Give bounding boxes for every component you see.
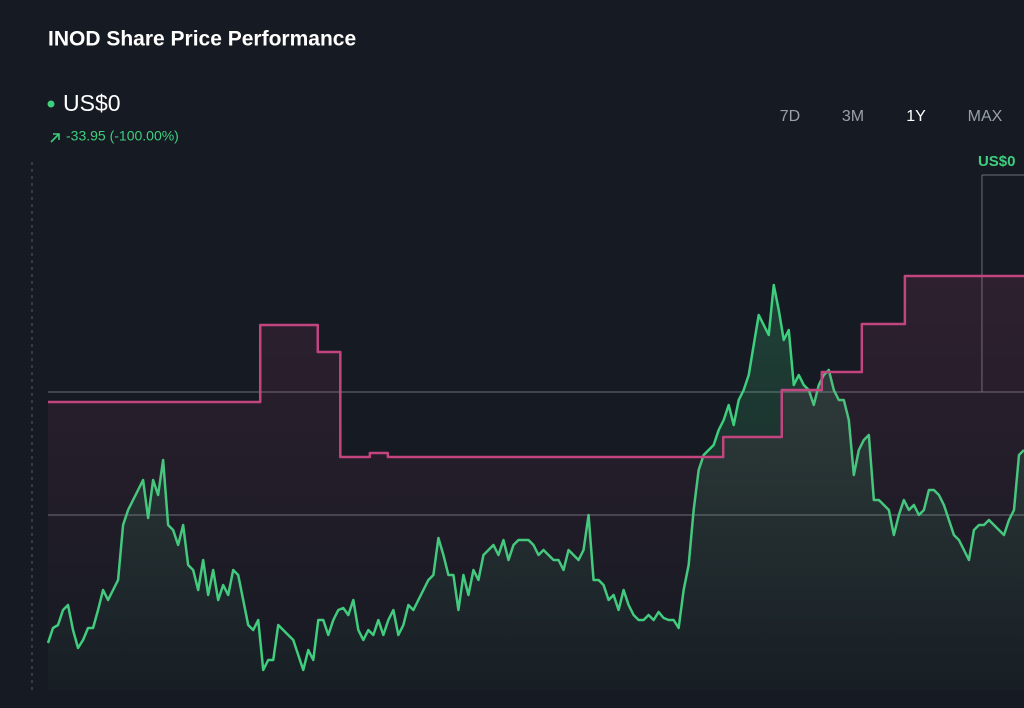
range-button[interactable]: 3M	[842, 108, 864, 125]
series-line	[48, 274, 1024, 459]
price-change: -33.95 (-100.00%)	[66, 128, 179, 144]
title: INOD Share Price Performance	[48, 28, 356, 51]
price: US$0	[63, 90, 121, 116]
status-dot	[47, 100, 55, 108]
range-button[interactable]: 7D	[780, 108, 800, 125]
series-area	[48, 276, 1024, 690]
range-button[interactable]: 1Y	[906, 108, 926, 125]
marker-label: US$0	[978, 153, 1016, 170]
up-arrow-icon	[50, 133, 60, 143]
range-button[interactable]: MAX	[968, 108, 1003, 125]
